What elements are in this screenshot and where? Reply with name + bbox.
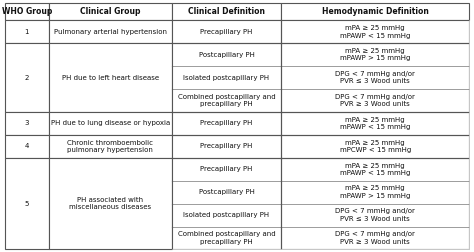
Text: mPA ≥ 25 mmHg
mPAWP < 15 mmHg: mPA ≥ 25 mmHg mPAWP < 15 mmHg <box>340 117 410 130</box>
Bar <box>49 43 172 112</box>
Text: 3: 3 <box>25 120 29 127</box>
Bar <box>281 204 469 227</box>
Text: PH associated with
miscellaneous diseases: PH associated with miscellaneous disease… <box>69 197 152 210</box>
Text: Hemodynamic Definition: Hemodynamic Definition <box>322 7 428 16</box>
Bar <box>281 158 469 181</box>
Bar <box>172 3 281 20</box>
Text: 2: 2 <box>25 75 29 81</box>
Bar <box>49 20 172 43</box>
Bar <box>172 181 281 204</box>
Bar <box>172 204 281 227</box>
Text: Precapillary PH: Precapillary PH <box>201 143 253 149</box>
Text: mPA ≥ 25 mmHg
mPAWP > 15 mmHg: mPA ≥ 25 mmHg mPAWP > 15 mmHg <box>340 185 410 199</box>
Bar <box>5 3 49 20</box>
Text: mPA ≥ 25 mmHg
mPAWP > 15 mmHg: mPA ≥ 25 mmHg mPAWP > 15 mmHg <box>340 48 410 61</box>
Text: Clinical Definition: Clinical Definition <box>188 7 265 16</box>
Bar <box>5 112 49 135</box>
Text: Precapillary PH: Precapillary PH <box>201 120 253 127</box>
Text: PH due to lung disease or hypoxia: PH due to lung disease or hypoxia <box>51 120 170 127</box>
Text: DPG < 7 mmHg and/or
PVR ≥ 3 Wood units: DPG < 7 mmHg and/or PVR ≥ 3 Wood units <box>335 94 415 107</box>
Bar <box>281 20 469 43</box>
Bar <box>172 158 281 181</box>
Bar <box>5 43 49 112</box>
Text: Clinical Group: Clinical Group <box>80 7 141 16</box>
Text: DPG < 7 mmHg and/or
PVR ≥ 3 Wood units: DPG < 7 mmHg and/or PVR ≥ 3 Wood units <box>335 231 415 245</box>
Text: Isolated postcapillary PH: Isolated postcapillary PH <box>183 212 270 218</box>
Bar <box>172 112 281 135</box>
Text: Pulmonary arterial hypertension: Pulmonary arterial hypertension <box>54 29 167 35</box>
Bar <box>281 3 469 20</box>
Bar <box>5 158 49 249</box>
Bar <box>49 158 172 249</box>
Bar <box>281 112 469 135</box>
Text: Postcapillary PH: Postcapillary PH <box>199 189 255 195</box>
Text: WHO Group: WHO Group <box>1 7 52 16</box>
Text: mPA ≥ 25 mmHg
mPAWP < 15 mmHg: mPA ≥ 25 mmHg mPAWP < 15 mmHg <box>340 25 410 39</box>
Text: Combined postcapillary and
precapillary PH: Combined postcapillary and precapillary … <box>178 94 275 107</box>
Text: Postcapillary PH: Postcapillary PH <box>199 52 255 58</box>
Bar <box>172 66 281 89</box>
Text: PH due to left heart disease: PH due to left heart disease <box>62 75 159 81</box>
Text: Isolated postcapillary PH: Isolated postcapillary PH <box>183 75 270 81</box>
Text: mPA ≥ 25 mmHg
mPCWP < 15 mmHg: mPA ≥ 25 mmHg mPCWP < 15 mmHg <box>339 140 411 153</box>
Text: DPG < 7 mmHg and/or
PVR ≤ 3 Wood units: DPG < 7 mmHg and/or PVR ≤ 3 Wood units <box>335 71 415 84</box>
Text: 4: 4 <box>25 143 29 149</box>
Bar <box>172 89 281 112</box>
Bar <box>281 227 469 249</box>
Bar <box>172 20 281 43</box>
Bar <box>281 66 469 89</box>
Text: mPA ≥ 25 mmHg
mPAWP < 15 mmHg: mPA ≥ 25 mmHg mPAWP < 15 mmHg <box>340 163 410 176</box>
Bar <box>172 43 281 66</box>
Bar <box>281 89 469 112</box>
Text: 5: 5 <box>25 201 29 207</box>
Text: Combined postcapillary and
precapillary PH: Combined postcapillary and precapillary … <box>178 231 275 245</box>
Bar <box>172 227 281 249</box>
Bar <box>5 135 49 158</box>
Bar <box>172 135 281 158</box>
Bar <box>281 43 469 66</box>
Bar <box>281 181 469 204</box>
Bar <box>49 135 172 158</box>
Text: Precapillary PH: Precapillary PH <box>201 166 253 172</box>
Bar <box>49 112 172 135</box>
Text: Precapillary PH: Precapillary PH <box>201 29 253 35</box>
Bar <box>49 3 172 20</box>
Text: Chronic thromboembolic
pulmonary hypertension: Chronic thromboembolic pulmonary hyperte… <box>67 140 154 153</box>
Text: 1: 1 <box>25 29 29 35</box>
Text: DPG < 7 mmHg and/or
PVR ≤ 3 Wood units: DPG < 7 mmHg and/or PVR ≤ 3 Wood units <box>335 208 415 222</box>
Bar <box>5 20 49 43</box>
Bar <box>281 135 469 158</box>
